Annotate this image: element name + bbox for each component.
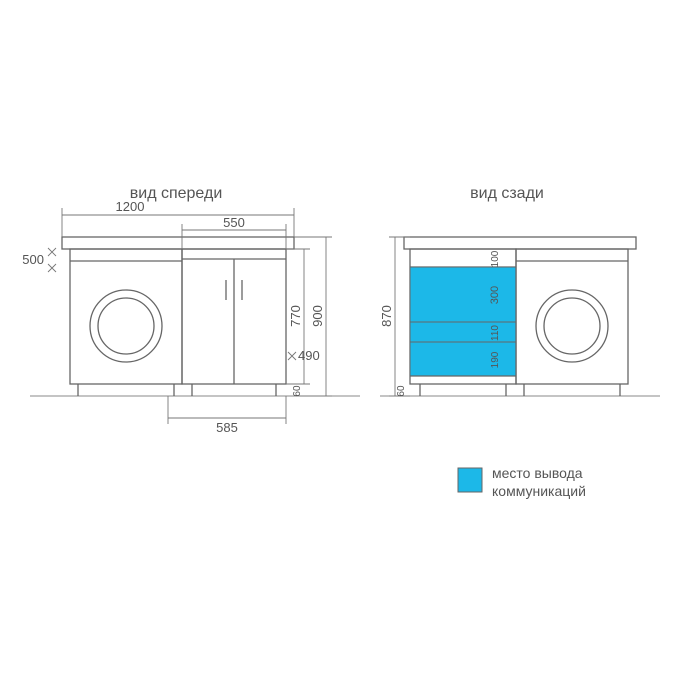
dim-190-label: 190: [490, 351, 501, 368]
washer-back: [516, 249, 628, 396]
back-view: 100 300 110 190 870 60: [379, 237, 660, 397]
legend: место вывода коммуникаций: [458, 465, 586, 499]
dim-100-label: 100: [490, 250, 501, 267]
dim-490: 490: [288, 348, 320, 363]
dim-1200: 1200: [62, 199, 294, 237]
legend-line2: коммуникаций: [492, 483, 586, 499]
legend-swatch: [458, 468, 482, 492]
dim-550-label: 550: [223, 215, 245, 230]
title-back: вид сзади: [470, 185, 544, 202]
dim-870: 870: [379, 237, 410, 396]
dim-770: 770: [286, 249, 310, 384]
cabinet-back: 100 300 110 190: [410, 249, 516, 396]
dim-500: 500: [22, 248, 56, 272]
dim-110-label: 110: [490, 325, 501, 341]
dim-300-label: 300: [489, 286, 501, 304]
dim-490-label: 490: [298, 348, 320, 363]
washer-front: [70, 249, 182, 396]
cabinet-front: [182, 249, 286, 396]
dim-550: 550: [182, 215, 286, 249]
diagram-canvas: вид спереди вид сзади: [0, 0, 693, 690]
dim-585: 585: [168, 396, 286, 435]
dim-870-label: 870: [379, 305, 394, 327]
dim-60b-label: 60: [396, 385, 407, 397]
dim-770-label: 770: [288, 305, 303, 327]
dim-500-label: 500: [22, 252, 44, 267]
dim-1200-label: 1200: [116, 199, 145, 214]
legend-line1: место вывода: [492, 465, 583, 481]
front-view: 1200 550 500 770 900: [22, 199, 360, 435]
dim-60: 60: [292, 385, 303, 397]
dim-900-label: 900: [310, 305, 325, 327]
dim-585-label: 585: [216, 420, 238, 435]
dim-60-label: 60: [292, 385, 303, 397]
